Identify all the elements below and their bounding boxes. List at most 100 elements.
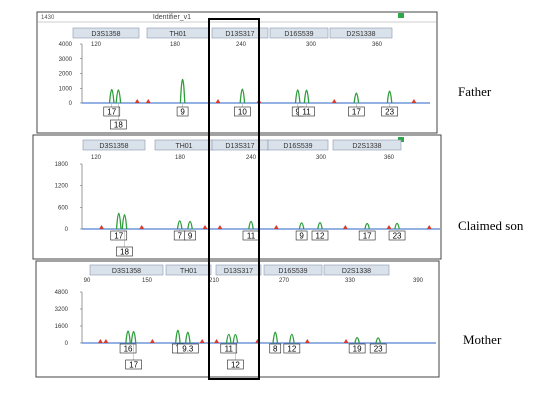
- artifact-peak: [426, 225, 432, 229]
- allele-call-label: 17: [352, 107, 361, 116]
- allele-peak: [288, 333, 295, 344]
- marker-label: D2S1338: [342, 268, 371, 275]
- artifact-peak: [215, 99, 221, 103]
- allele-peak: [121, 214, 128, 230]
- allele-call-label: 17: [107, 107, 116, 116]
- artifact-peak: [97, 339, 103, 343]
- allele-call-label: 23: [374, 344, 383, 353]
- marker-tab: [323, 264, 390, 276]
- allele-call-box: [184, 230, 196, 241]
- marker-label: TH01: [169, 31, 186, 38]
- allele-peak: [303, 89, 310, 104]
- y-tick-label: 0: [65, 341, 69, 347]
- allele-call-label: 12: [316, 231, 325, 240]
- allele-call-box: [311, 230, 329, 241]
- allele-call-box: [388, 230, 406, 241]
- marker-tab: [263, 264, 323, 276]
- x-tick-label: 180: [175, 155, 186, 161]
- panel-label-mother: Mother: [463, 332, 502, 347]
- marker-tab: [72, 27, 140, 39]
- marker-label: D2S1338: [352, 143, 381, 150]
- panel-label-claimed-son: Claimed son: [458, 218, 524, 233]
- marker-label: D3S1358: [99, 143, 128, 150]
- allele-peak: [115, 212, 122, 230]
- allele-peak: [272, 331, 279, 344]
- allele-call-box: [110, 230, 128, 241]
- allele-peak: [294, 89, 301, 104]
- allele-peak: [364, 222, 370, 230]
- artifact-peak: [149, 339, 155, 343]
- panel-frame: [32, 134, 442, 260]
- x-tick-label: 150: [142, 278, 153, 284]
- x-tick-label: 240: [236, 42, 247, 48]
- allele-call-box: [295, 230, 308, 241]
- allele-peak: [298, 222, 305, 230]
- artifact-peak: [103, 339, 109, 343]
- marker-label: D13S317: [224, 268, 253, 275]
- allele-call-label: 9: [180, 107, 185, 116]
- artifact-peak: [145, 99, 151, 103]
- allele-peak: [375, 337, 381, 344]
- status-indicator-icon: [398, 13, 404, 18]
- y-tick-label: 0: [65, 227, 69, 233]
- marker-tab: [332, 139, 402, 151]
- allele-call-box: [348, 106, 365, 117]
- x-tick-label: 360: [372, 42, 383, 48]
- allele-call-label: 18: [114, 120, 123, 129]
- allele-call-box: [220, 343, 238, 354]
- allele-peak: [353, 92, 360, 104]
- marker-tab: [329, 27, 393, 39]
- marker-label: D3S1358: [112, 268, 141, 275]
- allele-peak: [176, 220, 183, 230]
- allele-peak: [248, 220, 254, 230]
- artifact-peak: [199, 339, 205, 343]
- allele-peak: [184, 331, 191, 344]
- x-tick-label: 120: [91, 42, 102, 48]
- status-indicator-icon: [398, 137, 404, 142]
- panel-father: 1430 Identifier_v1 D3S1358 TH01 D13S317 D16S5…: [36, 11, 438, 134]
- y-tick-label: 2000: [59, 72, 73, 78]
- allele-peak: [130, 330, 137, 344]
- allele-call-box: [176, 106, 189, 117]
- allele-call-box: [381, 106, 398, 117]
- panel-frame: [35, 260, 440, 378]
- allele-peak: [108, 88, 115, 104]
- x-tick-label: 300: [316, 155, 327, 161]
- allele-peak: [115, 89, 122, 104]
- allele-call-label: 18: [120, 247, 129, 256]
- artifact-peak: [386, 225, 392, 229]
- allele-call-box: [298, 106, 315, 117]
- x-tick-label: 180: [170, 42, 181, 48]
- panel-mother: D3S1358 TH01 D13S317 D16S539 D2S1338 90 150 210…: [35, 260, 440, 378]
- y-tick-label: 1800: [55, 162, 69, 168]
- marker-tab: [267, 139, 329, 151]
- allele-call-box: [125, 359, 142, 370]
- allele-peak: [354, 337, 360, 344]
- allele-call-box: [348, 343, 366, 354]
- allele-peak: [317, 222, 323, 230]
- y-tick-label: 0: [69, 101, 73, 107]
- x-tick-label: 210: [209, 278, 220, 284]
- allele-call-box: [177, 343, 199, 354]
- allele-call-label: 17: [114, 231, 123, 240]
- artifact-peak: [342, 225, 348, 229]
- x-tick-label: 120: [91, 155, 102, 161]
- allele-call-label: 10: [238, 107, 247, 116]
- marker-label: D16S539: [278, 268, 307, 275]
- allele-peak: [125, 330, 131, 344]
- marker-label: TH01: [175, 143, 192, 150]
- y-tick-label: 4800: [55, 290, 69, 296]
- allele-call-label: 23: [393, 231, 402, 240]
- artifact-peak: [202, 225, 208, 229]
- marker-label: TH01: [180, 268, 197, 275]
- y-tick-label: 3000: [59, 57, 73, 63]
- allele-call-box: [358, 230, 376, 241]
- allele-call-box: [269, 343, 282, 354]
- allele-call-label: 17: [129, 360, 138, 369]
- marker-label: D13S317: [225, 143, 254, 150]
- marker-label: D16S539: [284, 31, 313, 38]
- y-tick-label: 1600: [55, 324, 69, 330]
- y-tick-label: 4000: [59, 42, 73, 48]
